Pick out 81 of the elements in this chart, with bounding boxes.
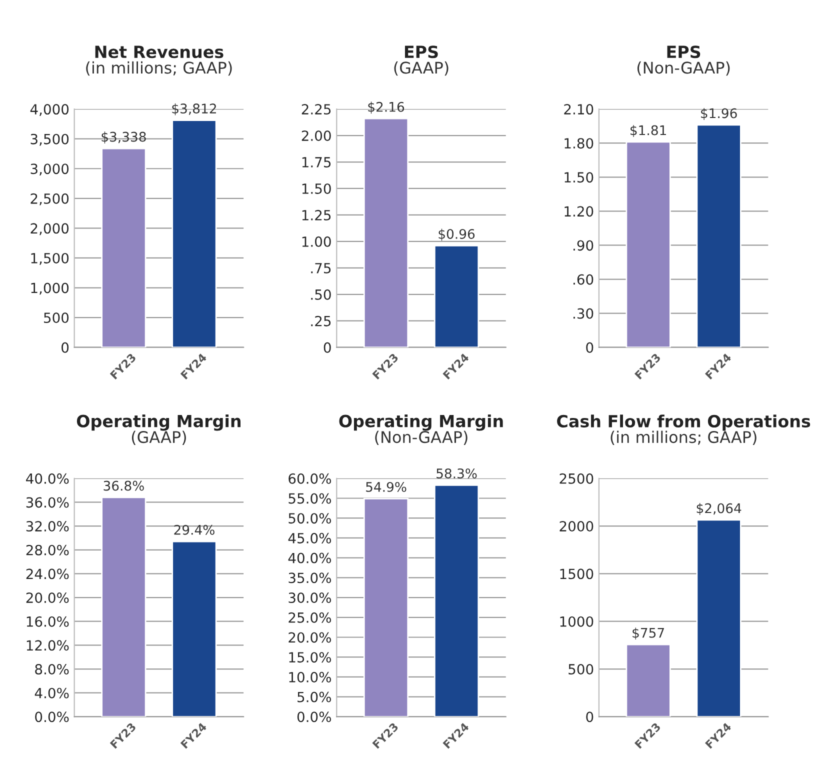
y-tick-label: 500 — [568, 664, 594, 674]
y-tick-label: 0 — [586, 712, 594, 722]
y-tick-label: 12.0% — [26, 640, 69, 651]
chart-subtitle: (GAAP) — [132, 430, 186, 445]
y-tick-label: 40.0% — [26, 473, 69, 484]
y-tick-label: 20.0% — [26, 592, 69, 604]
y-tick-label: 1.50 — [302, 183, 331, 194]
chart-title: EPS — [404, 46, 438, 58]
y-tick-label: 20.0% — [288, 632, 332, 643]
chart-title: EPS — [667, 46, 700, 58]
y-tick-label: 2.25 — [302, 104, 331, 115]
y-tick-label: 30.0% — [288, 592, 332, 604]
y-tick-label: 1.80 — [564, 138, 594, 149]
y-tick-label: 45.0% — [288, 532, 332, 544]
y-tick-label: 28.0% — [26, 544, 69, 556]
y-tick-label: .30 — [573, 308, 594, 319]
y-tick-label: 35.0% — [288, 572, 332, 584]
y-tick-label: 1500 — [560, 568, 594, 580]
y-tick-label: 50.0% — [288, 513, 332, 524]
data-label: $2,064 — [696, 503, 742, 515]
y-tick-label: 36.0% — [26, 497, 69, 508]
y-tick-label: .25 — [311, 316, 331, 326]
data-label: $3,812 — [172, 103, 216, 116]
y-tick-label: 10.0% — [289, 672, 332, 682]
y-tick-label: 2000 — [560, 521, 594, 532]
chart-title: Cash Flow from Operations — [557, 414, 810, 431]
data-label: 54.9% — [366, 482, 406, 492]
y-tick-label: 0.0% — [297, 712, 332, 722]
y-tick-label: 0 — [586, 342, 594, 353]
y-tick-label: 0 — [62, 342, 69, 353]
y-tick-label: 2.10 — [564, 104, 594, 115]
y-tick-label: 15.0% — [289, 652, 332, 663]
data-label: 36.8% — [104, 480, 144, 491]
y-tick-label: 16.0% — [26, 616, 69, 627]
y-tick-label: 2,500 — [30, 193, 69, 206]
y-tick-label: 2500 — [560, 473, 594, 484]
chart-title: Operating Margin — [76, 414, 241, 431]
y-tick-label: 32.0% — [26, 521, 69, 532]
y-tick-label: 8.0% — [35, 664, 69, 674]
y-tick-label: 1.00 — [302, 236, 331, 247]
chart-subtitle: (GAAP) — [394, 61, 448, 76]
y-tick-label: 2,000 — [30, 223, 69, 236]
chart-subtitle: (in millions; GAAP) — [610, 430, 756, 445]
y-tick-label: .75 — [311, 263, 331, 274]
y-tick-label: 4,000 — [30, 104, 69, 116]
y-tick-label: 1.50 — [564, 172, 594, 183]
y-tick-label: 5.0% — [298, 692, 332, 702]
data-label: $1.96 — [701, 108, 737, 120]
y-tick-label: 4.0% — [34, 688, 69, 698]
y-tick-label: 3,000 — [30, 164, 69, 176]
y-tick-label: 1.25 — [302, 210, 331, 220]
y-tick-label: 1.75 — [302, 157, 331, 168]
chart-subtitle: (in millions; GAAP) — [86, 61, 232, 76]
y-tick-label: 1000 — [560, 616, 594, 627]
data-label: 29.4% — [174, 524, 214, 535]
data-label: $1.81 — [630, 125, 666, 137]
data-label: $2.16 — [368, 102, 404, 114]
y-tick-label: 2.00 — [302, 130, 331, 142]
chart-subtitle: (Non-GAAP) — [375, 430, 468, 445]
y-tick-label: 25.0% — [288, 612, 332, 623]
y-tick-label: .90 — [573, 240, 594, 251]
chart-title: Operating Margin — [339, 414, 503, 431]
data-label: $757 — [632, 628, 664, 640]
chart-subtitle: (Non-GAAP) — [637, 61, 730, 76]
data-label: $3,338 — [102, 132, 146, 144]
data-label: 58.3% — [436, 468, 477, 478]
y-tick-label: 0 — [324, 342, 331, 353]
y-tick-label: .50 — [311, 289, 331, 300]
y-tick-label: 1,500 — [31, 252, 69, 265]
y-tick-label: 40.0% — [288, 552, 332, 564]
y-tick-label: 24.0% — [26, 568, 69, 580]
y-tick-label: 500 — [44, 312, 69, 324]
y-tick-label: 55.0% — [288, 493, 332, 504]
y-tick-label: .60 — [573, 274, 594, 285]
y-tick-label: 60.0% — [288, 473, 332, 484]
chart-title: Net Revenues — [95, 46, 224, 58]
y-tick-label: 0.0% — [35, 712, 69, 722]
data-label: $0.96 — [438, 228, 475, 241]
y-tick-label: 1,000 — [31, 282, 69, 295]
y-tick-label: 1.20 — [564, 206, 594, 217]
y-tick-label: 3,500 — [30, 134, 69, 146]
